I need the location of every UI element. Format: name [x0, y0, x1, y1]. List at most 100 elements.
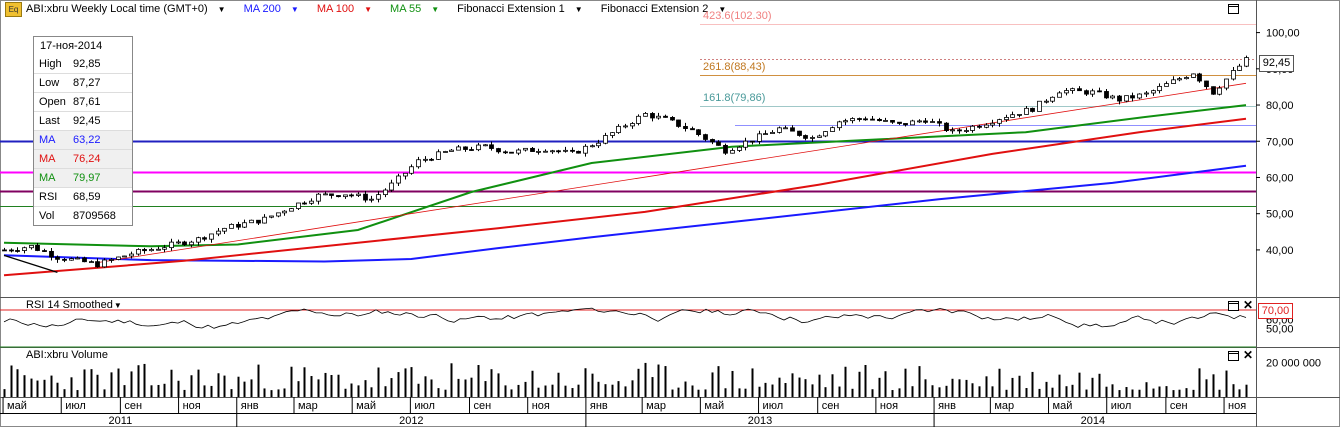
candle [1237, 63, 1242, 71]
trend-line-1 [3, 254, 58, 273]
app-logo-icon[interactable]: Eq [5, 2, 22, 17]
close-rsi-pane-icon[interactable]: ✕ [1243, 298, 1254, 312]
candle [930, 118, 935, 123]
indicator-3[interactable]: Fibonacci Extension 1 ▼ [457, 3, 583, 15]
candle [1064, 87, 1069, 96]
info-row: Low 87,27 [34, 73, 132, 92]
horizontal-lines [0, 24, 1256, 207]
candle [536, 148, 541, 155]
candle [469, 146, 474, 151]
info-row: Last 92,45 [34, 111, 132, 130]
candle [349, 193, 354, 198]
candle [423, 156, 428, 163]
candle [296, 202, 301, 211]
x-tick-label: янв [938, 400, 956, 412]
candle [883, 117, 888, 122]
x-tick-label: сен [124, 400, 142, 412]
candle [169, 238, 174, 251]
x-tick-label: мар [994, 400, 1014, 412]
info-value: 76,24 [73, 153, 101, 165]
candle [583, 144, 588, 157]
info-key: High [39, 58, 62, 70]
candle [1050, 96, 1055, 103]
candle [523, 147, 528, 152]
indicator-dropdown-icon[interactable]: ▼ [290, 5, 299, 14]
info-value: 87,61 [73, 96, 101, 108]
candle [997, 118, 1002, 127]
candle [1077, 86, 1082, 92]
last-price-label: 92,45 [1259, 55, 1294, 72]
rsi-pane-title[interactable]: RSI 14 Smoothed▼ [26, 299, 122, 311]
candle [75, 256, 80, 260]
x-tick-label: ноя [183, 400, 201, 412]
x-tick-label: май [356, 400, 376, 412]
candle [496, 147, 501, 154]
candle [990, 119, 995, 128]
candle [356, 192, 361, 198]
year-label: 2014 [1081, 415, 1105, 427]
indicator-dropdown-icon[interactable]: ▼ [574, 5, 583, 14]
candle [730, 148, 735, 154]
candles [2, 55, 1249, 268]
candle [850, 117, 855, 124]
candle [409, 164, 414, 175]
candle [1144, 90, 1149, 97]
indicator-4[interactable]: Fibonacci Extension 2 ▼ [600, 3, 727, 15]
candle [1217, 85, 1222, 96]
candle [1231, 67, 1236, 81]
candle [1117, 94, 1122, 105]
info-row: MA 63,22 [34, 130, 132, 149]
candle [102, 258, 107, 268]
candle [476, 142, 481, 152]
candle [656, 112, 661, 120]
candle [770, 130, 775, 135]
candle [249, 219, 254, 224]
indicator-1[interactable]: MA 100 ▼ [316, 3, 373, 15]
candle [209, 233, 214, 243]
info-key: Vol [39, 210, 55, 222]
info-value: 68,59 [73, 191, 101, 203]
candle [1211, 86, 1216, 95]
fib-label-2: 161.8(79,86) [703, 91, 766, 104]
candle [136, 248, 141, 256]
candle [870, 115, 875, 121]
candle [42, 248, 47, 253]
maximize-main-pane-icon[interactable] [1228, 4, 1239, 14]
candle [984, 123, 989, 129]
indicator-0[interactable]: MA 200 ▼ [243, 3, 299, 15]
candle [863, 116, 868, 121]
candle [456, 145, 461, 151]
close-volume-pane-icon[interactable]: ✕ [1243, 348, 1254, 362]
candle [543, 149, 548, 153]
maximize-volume-pane-icon[interactable] [1228, 351, 1239, 361]
candle [1110, 94, 1115, 100]
candle [616, 124, 621, 134]
candle [229, 223, 234, 229]
candle [9, 248, 14, 253]
indicator-dropdown-icon[interactable]: ▼ [364, 5, 373, 14]
volume-pane-title[interactable]: ABI:xbru Volume [26, 349, 108, 361]
info-key: MA [39, 153, 56, 165]
candle [1177, 77, 1182, 82]
candle [236, 221, 241, 230]
info-value: 92,85 [73, 58, 101, 70]
maximize-rsi-pane-icon[interactable] [1228, 301, 1239, 311]
candle [62, 257, 67, 263]
candle [837, 120, 842, 131]
candle [396, 173, 401, 187]
indicator-dropdown-icon[interactable]: ▼ [718, 5, 727, 14]
candle [189, 240, 194, 248]
candle [429, 157, 434, 162]
symbol-label[interactable]: ABI:xbru Weekly Local time (GMT+0) ▼ [26, 3, 226, 15]
candle [1130, 92, 1135, 102]
candle [977, 124, 982, 129]
candle [596, 139, 601, 148]
candle [1197, 72, 1202, 83]
candle [436, 149, 441, 160]
indicator-2[interactable]: MA 55 ▼ [390, 3, 440, 15]
candle [383, 188, 388, 198]
ma-line-1 [3, 117, 1247, 277]
indicator-dropdown-icon[interactable]: ▼ [431, 5, 440, 14]
